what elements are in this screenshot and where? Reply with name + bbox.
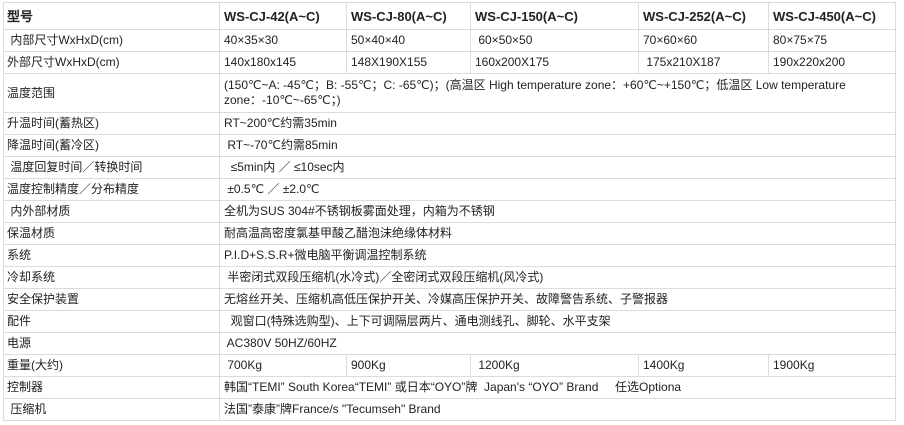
value-cell: 无熔丝开关、压缩机高低压保护开关、冷媒高压保护开关、故障警告系统、子警报器 [219, 288, 896, 311]
row-label: 型号 [3, 2, 220, 30]
row-label: 保温材质 [3, 222, 220, 245]
row-label: 外部尺寸WxHxD(cm) [3, 51, 220, 74]
inner-size-row: 内部尺寸WxHxD(cm) 40×35×30 50×40×40 60×50×50… [3, 29, 896, 52]
system-row: 系统 P.I.D+S.S.R+微电脑平衡调温控制系统 [3, 244, 896, 267]
value-cell: (150℃~A: -45℃；B: -55℃；C: -65℃)；(高温区 High… [219, 73, 896, 113]
value-cell: 观窗口(特殊选购型)、上下可调隔层两片、通电测线孔、脚轮、水平支架 [219, 310, 896, 333]
row-label: 控制器 [3, 376, 220, 399]
model-cell: WS-CJ-80(A~C) [346, 2, 471, 30]
row-label: 升温时间(蓄热区) [3, 112, 220, 135]
value-cell: 70×60×60 [638, 29, 769, 52]
row-label: 温度回复时间／转换时间 [3, 156, 220, 179]
heat-time-row: 升温时间(蓄热区) RT~200℃约需35min [3, 112, 896, 135]
value-cell: 80×75×75 [768, 29, 896, 52]
value-cell: ±0.5℃ ／ ±2.0℃ [219, 178, 896, 201]
value-cell: 半密闭式双段压缩机(水冷式)／全密闭式双段压缩机(风冷式) [219, 266, 896, 289]
row-label: 系统 [3, 244, 220, 267]
row-label: 重量(大约) [3, 354, 220, 377]
accuracy-row: 温度控制精度／分布精度 ±0.5℃ ／ ±2.0℃ [3, 178, 896, 201]
value-cell: 1200Kg [470, 354, 639, 377]
value-cell: 全机为SUS 304#不锈钢板雾面处理，内箱为不锈钢 [219, 200, 896, 223]
row-label: 冷却系统 [3, 266, 220, 289]
value-cell: 韩国“TEMI” South Korea“TEMI” 或日本“OYO”牌 Jap… [219, 376, 896, 399]
outer-size-row: 外部尺寸WxHxD(cm) 140x180x145 148X190X155 16… [3, 51, 896, 74]
accessories-row: 配件 观窗口(特殊选购型)、上下可调隔层两片、通电测线孔、脚轮、水平支架 [3, 310, 896, 333]
row-label: 安全保护装置 [3, 288, 220, 311]
value-cell: 法国”泰康”牌France/s "Tecumseh" Brand [219, 398, 896, 421]
row-label: 温度范围 [3, 73, 220, 113]
value-cell: 900Kg [346, 354, 471, 377]
temp-range-row: 温度范围 (150℃~A: -45℃；B: -55℃；C: -65℃)；(高温区… [3, 73, 896, 113]
controller-row: 控制器 韩国“TEMI” South Korea“TEMI” 或日本“OYO”牌 … [3, 376, 896, 399]
value-cell: 140x180x145 [219, 51, 347, 74]
header-row: 型号 WS-CJ-42(A~C) WS-CJ-80(A~C) WS-CJ-150… [3, 2, 896, 30]
value-cell: ≤5min内 ／ ≤10sec内 [219, 156, 896, 179]
model-cell: WS-CJ-42(A~C) [219, 2, 347, 30]
value-cell: 700Kg [219, 354, 347, 377]
row-label: 内部尺寸WxHxD(cm) [3, 29, 220, 52]
power-row: 电源 AC380V 50HZ/60HZ [3, 332, 896, 355]
model-cell: WS-CJ-450(A~C) [768, 2, 896, 30]
weight-row: 重量(大约) 700Kg 900Kg 1200Kg 1400Kg 1900Kg [3, 354, 896, 377]
compressor-row: 压缩机 法国”泰康”牌France/s "Tecumseh" Brand [3, 398, 896, 421]
cooling-row: 冷却系统 半密闭式双段压缩机(水冷式)／全密闭式双段压缩机(风冷式) [3, 266, 896, 289]
row-label: 配件 [3, 310, 220, 333]
value-cell: 40×35×30 [219, 29, 347, 52]
model-cell: WS-CJ-252(A~C) [638, 2, 769, 30]
value-cell: RT~-70℃约需85min [219, 134, 896, 157]
value-cell: 50×40×40 [346, 29, 471, 52]
row-label: 温度控制精度／分布精度 [3, 178, 220, 201]
value-cell: RT~200℃约需35min [219, 112, 896, 135]
value-cell: AC380V 50HZ/60HZ [219, 332, 896, 355]
cool-time-row: 降温时间(蓄冷区) RT~-70℃约需85min [3, 134, 896, 157]
model-cell: WS-CJ-150(A~C) [470, 2, 639, 30]
value-cell: 175x210X187 [638, 51, 769, 74]
value-cell: 160x200X175 [470, 51, 639, 74]
spec-table: 型号 WS-CJ-42(A~C) WS-CJ-80(A~C) WS-CJ-150… [3, 2, 896, 421]
safety-row: 安全保护装置 无熔丝开关、压缩机高低压保护开关、冷媒高压保护开关、故障警告系统、子… [3, 288, 896, 311]
recovery-row: 温度回复时间／转换时间 ≤5min内 ／ ≤10sec内 [3, 156, 896, 179]
value-cell: 1400Kg [638, 354, 769, 377]
insulation-row: 保温材质 耐高温高密度氯基甲酸乙醋泡沫绝缘体材料 [3, 222, 896, 245]
value-cell: P.I.D+S.S.R+微电脑平衡调温控制系统 [219, 244, 896, 267]
value-cell: 148X190X155 [346, 51, 471, 74]
value-cell: 1900Kg [768, 354, 896, 377]
material-row: 内外部材质 全机为SUS 304#不锈钢板雾面处理，内箱为不锈钢 [3, 200, 896, 223]
row-label: 内外部材质 [3, 200, 220, 223]
value-cell: 190x220x200 [768, 51, 896, 74]
value-cell: 60×50×50 [470, 29, 639, 52]
row-label: 压缩机 [3, 398, 220, 421]
row-label: 电源 [3, 332, 220, 355]
value-cell: 耐高温高密度氯基甲酸乙醋泡沫绝缘体材料 [219, 222, 896, 245]
row-label: 降温时间(蓄冷区) [3, 134, 220, 157]
